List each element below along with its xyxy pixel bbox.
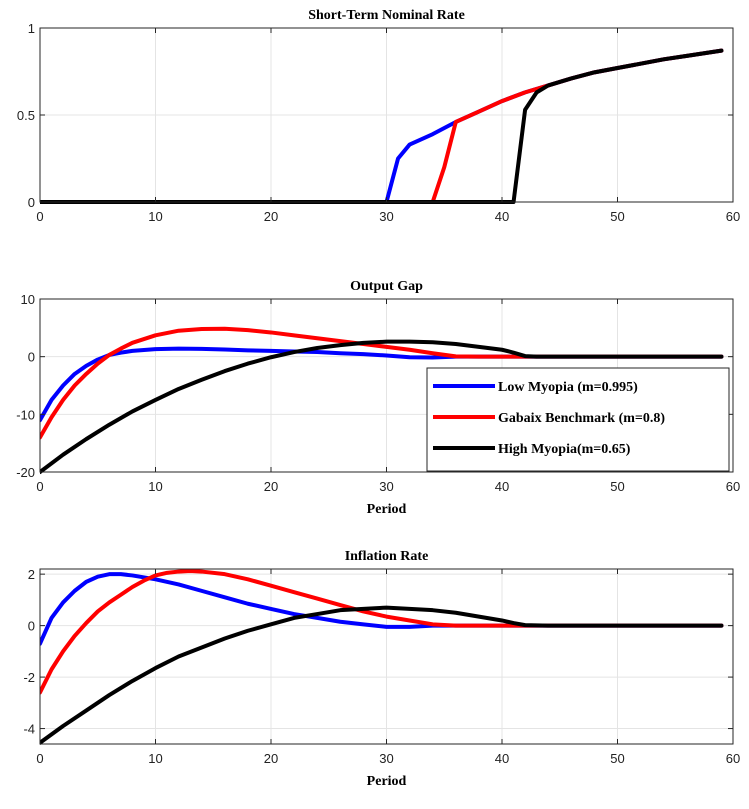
legend-entry: Gabaix Benchmark (m=0.8) <box>498 411 665 426</box>
x-tick-label: 40 <box>495 751 509 766</box>
x-tick-label: 30 <box>379 479 393 494</box>
x-axis-label: Period <box>367 774 407 789</box>
legend-entry: High Myopia(m=0.65) <box>498 442 631 457</box>
x-tick-label: 50 <box>610 209 624 224</box>
panel-title: Inflation Rate <box>345 549 429 564</box>
series-group <box>40 326 724 474</box>
y-tick-label: 1 <box>28 21 35 36</box>
series-group <box>40 569 724 745</box>
series-line-1 <box>40 569 724 695</box>
x-tick-label: 10 <box>148 479 162 494</box>
y-tick-label: -20 <box>16 465 35 480</box>
series-group <box>40 48 724 204</box>
y-tick-label: 0 <box>28 195 35 210</box>
series-line-1 <box>40 326 724 440</box>
x-axis-label: Period <box>367 502 407 517</box>
x-tick-label: 60 <box>726 751 740 766</box>
x-tick-label: 0 <box>36 209 43 224</box>
series-line-2 <box>40 605 724 745</box>
y-tick-label: -4 <box>23 722 35 737</box>
x-tick-label: 50 <box>610 751 624 766</box>
panel-short-term-nominal-rate: 0 10 20 30 40 50 60 0 0.5 1 Short-Term Nominal Rat… <box>17 8 740 224</box>
series-line-0 <box>40 572 724 646</box>
x-tick-label: 40 <box>495 479 509 494</box>
y-tick-label: 0 <box>28 619 35 634</box>
panel-title: Short-Term Nominal Rate <box>308 8 465 23</box>
panel-output-gap: 0 10 20 30 40 50 60 -20 -10 0 10 Output Gap Period Lo… <box>16 279 740 517</box>
x-tick-label: 0 <box>36 479 43 494</box>
x-tick-label: 60 <box>726 479 740 494</box>
y-tick-label: 2 <box>28 567 35 582</box>
y-tick-label: 10 <box>21 292 35 307</box>
x-tick-label: 20 <box>264 209 278 224</box>
series-line-2 <box>40 339 724 474</box>
x-tick-label: 30 <box>379 751 393 766</box>
x-tick-label: 40 <box>495 209 509 224</box>
panel-inflation-rate: 0 10 20 30 40 50 60 -4 -2 0 2 Inflation Rate Period <box>23 549 740 789</box>
legend-entry: Low Myopia (m=0.995) <box>498 380 638 395</box>
x-tick-label: 10 <box>148 209 162 224</box>
x-tick-label: 50 <box>610 479 624 494</box>
x-tick-label: 30 <box>379 209 393 224</box>
y-tick-label: -2 <box>23 670 35 685</box>
x-tick-label: 0 <box>36 751 43 766</box>
y-tick-label: 0 <box>28 350 35 365</box>
x-tick-label: 60 <box>726 209 740 224</box>
x-tick-label: 20 <box>264 479 278 494</box>
series-line-2 <box>40 48 724 204</box>
y-tick-label: 0.5 <box>17 108 35 123</box>
y-tick-label: -10 <box>16 407 35 422</box>
panel-title: Output Gap <box>350 279 423 294</box>
x-tick-label: 20 <box>264 751 278 766</box>
x-tick-label: 10 <box>148 751 162 766</box>
legend: Low Myopia (m=0.995) Gabaix Benchmark (m=… <box>426 367 730 472</box>
series-line-0 <box>40 346 724 423</box>
